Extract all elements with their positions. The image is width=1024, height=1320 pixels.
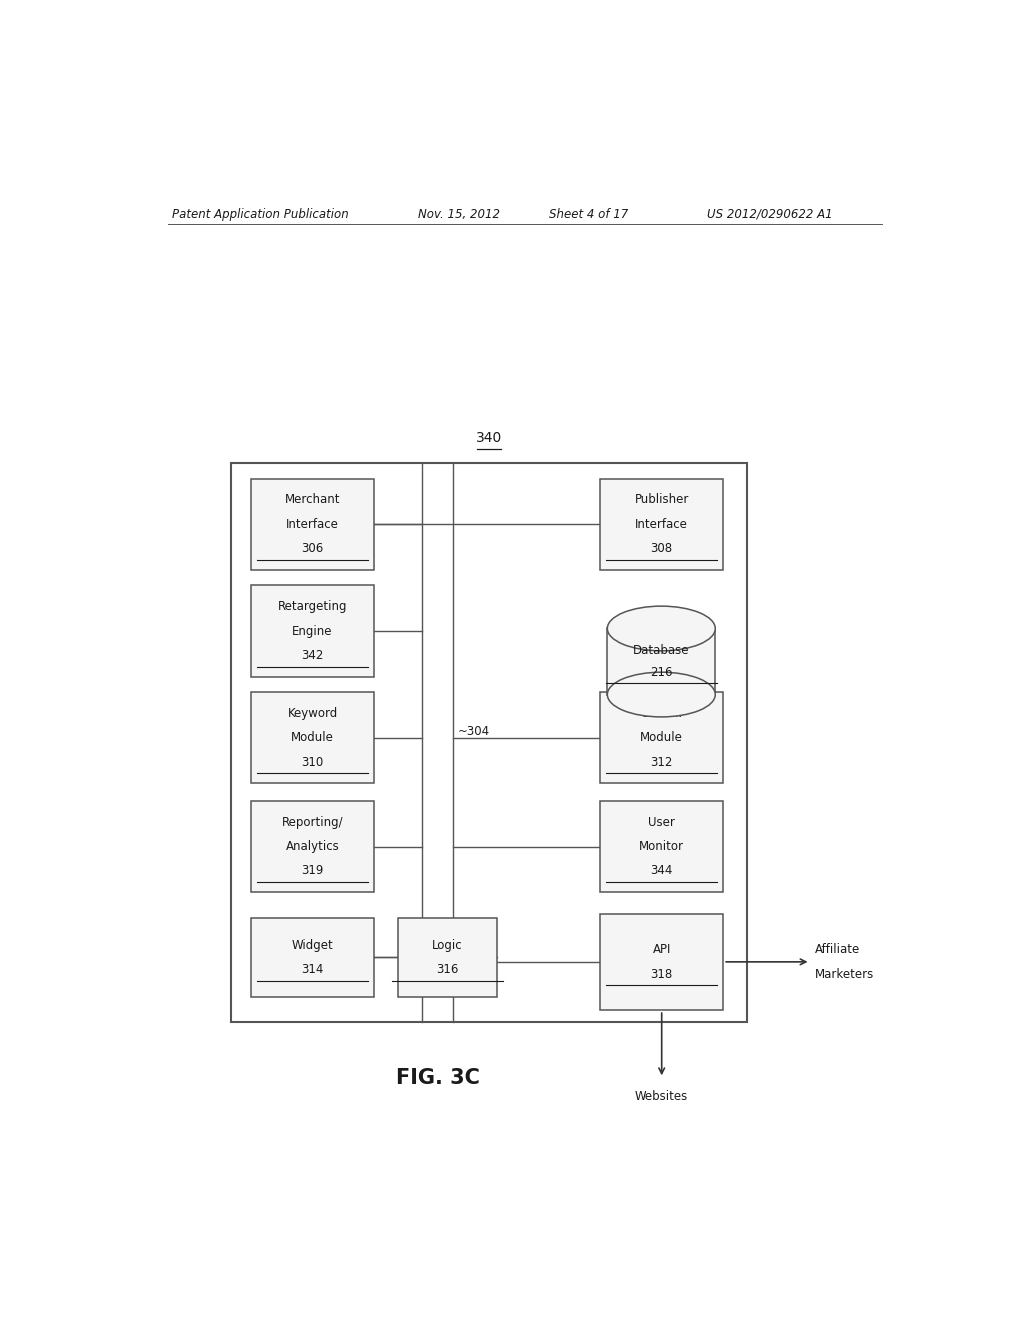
- Bar: [251, 479, 374, 570]
- Text: 310: 310: [301, 755, 324, 768]
- Bar: [231, 463, 748, 1022]
- Text: 316: 316: [436, 964, 459, 975]
- Text: Retargeting: Retargeting: [278, 601, 347, 612]
- Text: Module: Module: [640, 731, 683, 744]
- Text: Comm.: Comm.: [641, 706, 683, 719]
- Ellipse shape: [607, 672, 715, 717]
- Text: User: User: [648, 816, 675, 829]
- Bar: [251, 692, 374, 784]
- Bar: [607, 628, 716, 694]
- Text: US 2012/0290622 A1: US 2012/0290622 A1: [708, 207, 833, 220]
- Text: Marketers: Marketers: [814, 968, 873, 981]
- Text: Database: Database: [633, 644, 689, 657]
- Text: 319: 319: [301, 865, 324, 878]
- Text: API: API: [652, 944, 671, 956]
- Text: Merchant: Merchant: [285, 494, 340, 507]
- Text: 312: 312: [650, 755, 673, 768]
- Text: Interface: Interface: [635, 517, 688, 531]
- Text: Websites: Websites: [635, 1090, 688, 1104]
- Text: 344: 344: [650, 865, 673, 878]
- Text: Publisher: Publisher: [635, 494, 689, 507]
- Bar: [397, 917, 497, 997]
- Text: Module: Module: [291, 731, 334, 744]
- Text: Affiliate: Affiliate: [814, 944, 860, 956]
- Text: 318: 318: [650, 968, 673, 981]
- Bar: [607, 627, 716, 630]
- Text: Nov. 15, 2012: Nov. 15, 2012: [418, 207, 500, 220]
- Bar: [600, 692, 723, 784]
- Text: Patent Application Publication: Patent Application Publication: [172, 207, 348, 220]
- Text: 314: 314: [301, 964, 324, 975]
- Text: ~304: ~304: [458, 725, 489, 738]
- Text: Sheet 4 of 17: Sheet 4 of 17: [549, 207, 628, 220]
- Ellipse shape: [607, 606, 715, 651]
- Bar: [600, 801, 723, 892]
- Bar: [600, 913, 723, 1010]
- Text: Engine: Engine: [292, 624, 333, 638]
- Text: Interface: Interface: [286, 517, 339, 531]
- Text: 340: 340: [476, 432, 502, 445]
- Text: Widget: Widget: [292, 939, 334, 952]
- Bar: [251, 585, 374, 677]
- Text: Reporting/: Reporting/: [282, 816, 343, 829]
- Text: Monitor: Monitor: [639, 840, 684, 853]
- Text: FIG. 3C: FIG. 3C: [395, 1068, 479, 1088]
- Text: 306: 306: [301, 543, 324, 556]
- Text: 308: 308: [650, 543, 673, 556]
- Text: Keyword: Keyword: [288, 706, 338, 719]
- Text: 342: 342: [301, 649, 324, 661]
- Bar: [251, 801, 374, 892]
- Bar: [600, 479, 723, 570]
- Text: Logic: Logic: [432, 939, 463, 952]
- Text: Analytics: Analytics: [286, 840, 339, 853]
- Bar: [251, 917, 374, 997]
- Text: 216: 216: [650, 667, 673, 680]
